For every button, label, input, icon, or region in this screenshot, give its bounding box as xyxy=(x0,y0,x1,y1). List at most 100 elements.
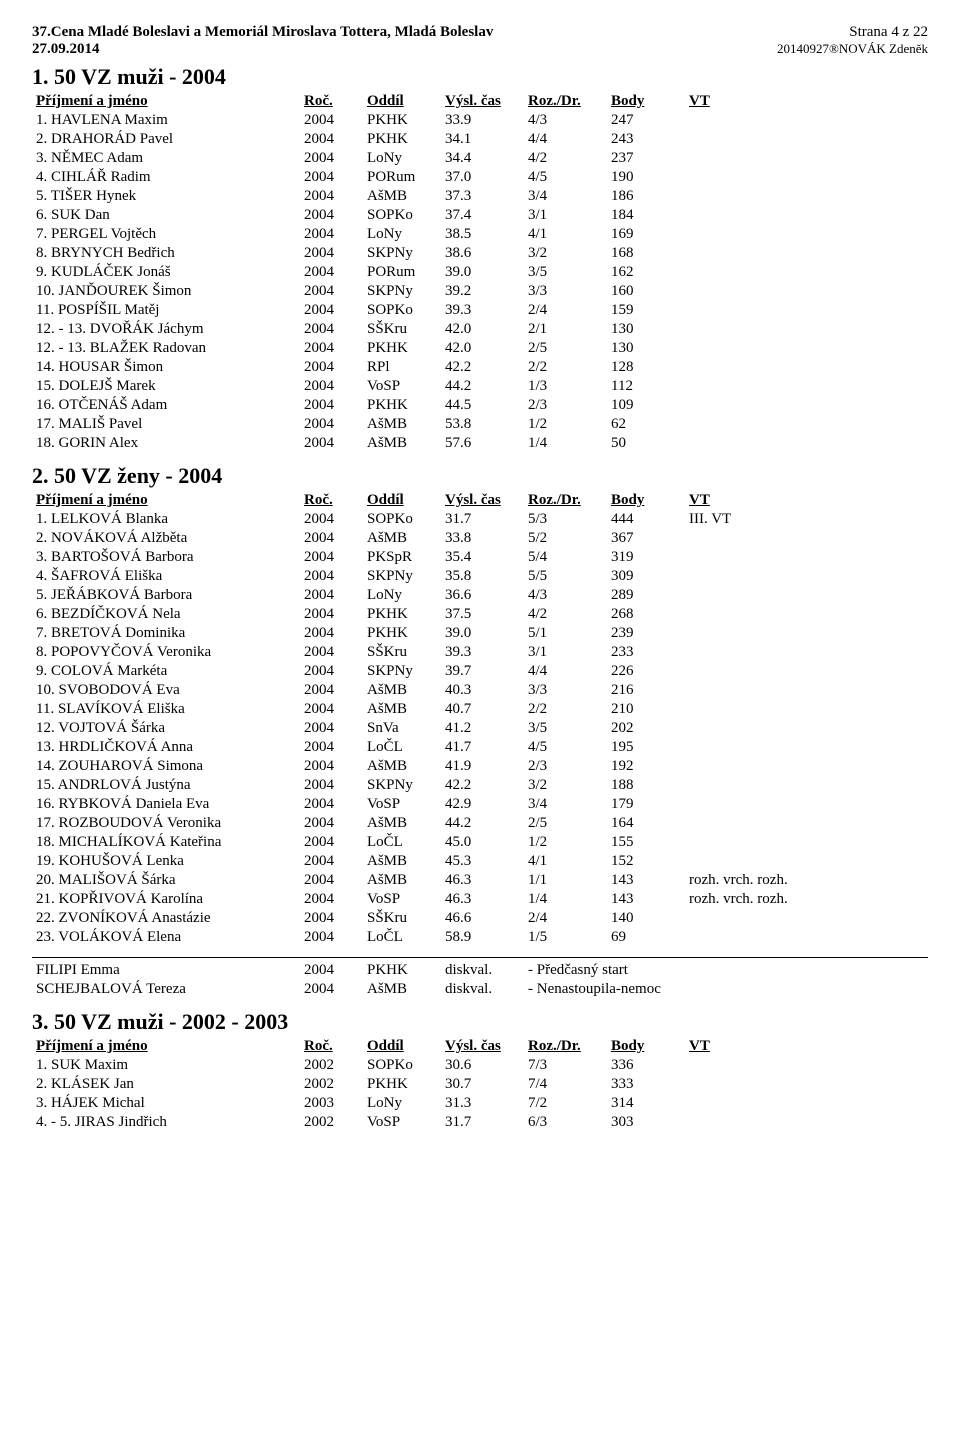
cell-name: 3. NĚMEC Adam xyxy=(32,149,300,168)
cell-roz: 4/1 xyxy=(524,225,607,244)
results-table: Příjmení a jménoRoč.OddílVýsl. časRoz./D… xyxy=(32,92,928,453)
cell-vt xyxy=(685,738,928,757)
cell-oddil: AšMB xyxy=(363,871,441,890)
cell-roc: 2004 xyxy=(300,662,363,681)
cell-oddil: SKPNy xyxy=(363,662,441,681)
cell-vt xyxy=(685,1094,928,1113)
cell-roz: 5/2 xyxy=(524,529,607,548)
event-title: 2. 50 VZ ženy - 2004 xyxy=(32,463,928,489)
cell-body: 179 xyxy=(607,795,685,814)
cell-roz: 2/5 xyxy=(524,339,607,358)
cell-body: 216 xyxy=(607,681,685,700)
cell-vt xyxy=(685,282,928,301)
cell-roc: 2004 xyxy=(300,282,363,301)
cell-body: 184 xyxy=(607,206,685,225)
cell-oddil: VoSP xyxy=(363,1113,441,1132)
cell-roc: 2004 xyxy=(300,434,363,453)
table-row: 7. PERGEL Vojtěch2004LoNy38.54/1169 xyxy=(32,225,928,244)
cell-cas: 31.3 xyxy=(441,1094,524,1113)
cell-name: 10. JANĎOUREK Šimon xyxy=(32,282,300,301)
cell-oddil: AšMB xyxy=(363,529,441,548)
cell-oddil: AšMB xyxy=(363,814,441,833)
cell-body: 237 xyxy=(607,149,685,168)
cell-vt xyxy=(685,757,928,776)
cell-roc: 2004 xyxy=(300,567,363,586)
doc-title: 37.Cena Mladé Boleslavi a Memoriál Miros… xyxy=(32,24,493,58)
cell-roc: 2004 xyxy=(300,377,363,396)
cell-cas: 31.7 xyxy=(441,1113,524,1132)
cell-body: 69 xyxy=(607,928,685,947)
cell-roc: 2004 xyxy=(300,263,363,282)
table-row: 16. RYBKOVÁ Daniela Eva2004VoSP42.93/417… xyxy=(32,795,928,814)
cell-name: 2. NOVÁKOVÁ Alžběta xyxy=(32,529,300,548)
cell-cas: 38.5 xyxy=(441,225,524,244)
cell-vt: III. VT xyxy=(685,510,928,529)
cell-name: 20. MALIŠOVÁ Šárka xyxy=(32,871,300,890)
cell-roc: 2004 xyxy=(300,339,363,358)
cell-roz: 3/1 xyxy=(524,643,607,662)
cell-roc: 2004 xyxy=(300,320,363,339)
cell-roz: 1/5 xyxy=(524,928,607,947)
cell-roz: 2/3 xyxy=(524,396,607,415)
cell-vt xyxy=(685,149,928,168)
cell-roc: 2004 xyxy=(300,681,363,700)
cell-cas: 42.0 xyxy=(441,339,524,358)
table-row: 18. GORIN Alex2004AšMB57.61/450 xyxy=(32,434,928,453)
cell-oddil: SOPKo xyxy=(363,206,441,225)
cell-cas: 34.4 xyxy=(441,149,524,168)
cell-vt xyxy=(685,776,928,795)
cell-oddil: PKHK xyxy=(363,605,441,624)
cell-roc: 2004 xyxy=(300,396,363,415)
table-row: 12. - 13. DVOŘÁK Jáchym2004SŠKru42.02/11… xyxy=(32,320,928,339)
cell-name: 19. KOHUŠOVÁ Lenka xyxy=(32,852,300,871)
title-line-1: 37.Cena Mladé Boleslavi a Memoriál Miros… xyxy=(32,24,493,41)
cell-roz: 2/2 xyxy=(524,358,607,377)
cell-cas: diskval. xyxy=(441,961,524,980)
cell-oddil: AšMB xyxy=(363,852,441,871)
table-row: 9. KUDLÁČEK Jonáš2004PORum39.03/5162 xyxy=(32,263,928,282)
cell-oddil: LoNy xyxy=(363,149,441,168)
cell-cas: 42.2 xyxy=(441,776,524,795)
table-row: 10. SVOBODOVÁ Eva2004AšMB40.33/3216 xyxy=(32,681,928,700)
col-roz: Roz./Dr. xyxy=(524,92,607,111)
cell-roc: 2004 xyxy=(300,244,363,263)
cell-cas: 53.8 xyxy=(441,415,524,434)
cell-roc: 2004 xyxy=(300,700,363,719)
cell-roz: 1/2 xyxy=(524,415,607,434)
cell-roc: 2004 xyxy=(300,833,363,852)
cell-body: 289 xyxy=(607,586,685,605)
cell-cas: 44.5 xyxy=(441,396,524,415)
cell-roz: 4/3 xyxy=(524,111,607,130)
event-title: 1. 50 VZ muži - 2004 xyxy=(32,64,928,90)
cell-body: 333 xyxy=(607,1075,685,1094)
table-row: 6. SUK Dan2004SOPKo37.43/1184 xyxy=(32,206,928,225)
col-vt: VT xyxy=(685,491,928,510)
cell-roc: 2004 xyxy=(300,814,363,833)
cell-vt: rozh. vrch. rozh. xyxy=(685,871,928,890)
col-cas: Výsl. čas xyxy=(441,92,524,111)
title-line-2: 27.09.2014 xyxy=(32,41,493,58)
cell-roz: 4/5 xyxy=(524,738,607,757)
cell-cas: 39.7 xyxy=(441,662,524,681)
cell-oddil: PKHK xyxy=(363,396,441,415)
page-meta: Strana 4 z 22 20140927®NOVÁK Zdeněk xyxy=(777,24,928,57)
cell-oddil: AšMB xyxy=(363,681,441,700)
cell-name: 15. DOLEJŠ Marek xyxy=(32,377,300,396)
table-row: 3. HÁJEK Michal2003LoNy31.37/2314 xyxy=(32,1094,928,1113)
col-vt: VT xyxy=(685,1037,928,1056)
cell-roz: 2/5 xyxy=(524,814,607,833)
page-number: Strana 4 z 22 xyxy=(777,24,928,41)
cell-cas: 38.6 xyxy=(441,244,524,263)
cell-vt xyxy=(685,586,928,605)
cell-name: 23. VOLÁKOVÁ Elena xyxy=(32,928,300,947)
cell-vt xyxy=(685,396,928,415)
cell-roc: 2004 xyxy=(300,548,363,567)
cell-cas: 33.8 xyxy=(441,529,524,548)
cell-cas: 44.2 xyxy=(441,377,524,396)
cell-name: 4. - 5. JIRAS Jindřich xyxy=(32,1113,300,1132)
cell-vt xyxy=(685,1075,928,1094)
cell-name: 7. PERGEL Vojtěch xyxy=(32,225,300,244)
cell-oddil: AšMB xyxy=(363,415,441,434)
table-row: 15. DOLEJŠ Marek2004VoSP44.21/3112 xyxy=(32,377,928,396)
table-row: 2. NOVÁKOVÁ Alžběta2004AšMB33.85/2367 xyxy=(32,529,928,548)
